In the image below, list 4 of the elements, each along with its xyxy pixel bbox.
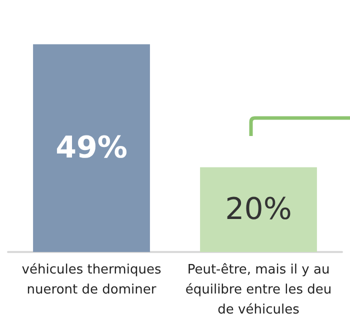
data-label: 49% — [56, 130, 128, 166]
x-tick-label: Peut-être, mais il y au équilibre entre les deu de véhicules — [185, 262, 332, 318]
x-tick-label: véhicules thermiques nueront de dominer — [22, 262, 162, 298]
data-label: 20% — [225, 192, 292, 228]
